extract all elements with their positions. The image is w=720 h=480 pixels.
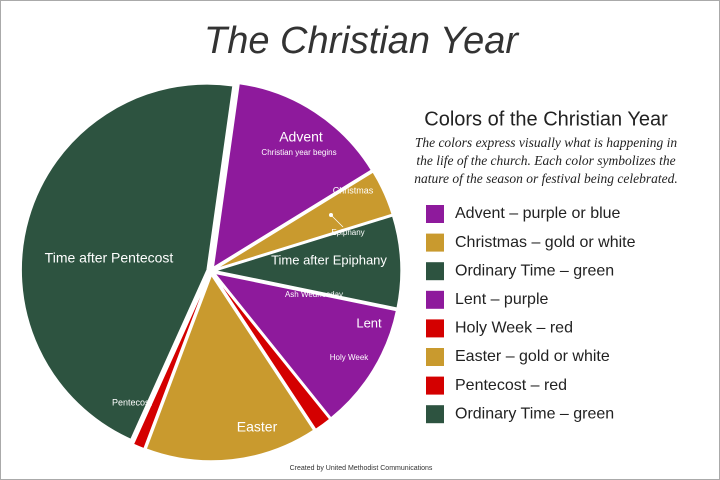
slice-label: Time after Pentecost <box>45 250 174 266</box>
legend-description: the life of the church. Each color symbo… <box>416 153 675 168</box>
slice-label: Advent <box>279 129 323 145</box>
legend-title: Colors of the Christian Year <box>424 108 668 130</box>
legend-swatch <box>426 319 444 338</box>
legend-swatch <box>426 290 444 309</box>
legend-label: Pentecost – red <box>455 377 567 394</box>
slice-label: Time after Epiphany <box>271 252 387 267</box>
legend-swatch <box>426 205 444 223</box>
annotation: Christian year begins <box>261 148 336 157</box>
pointer-dot <box>329 213 333 217</box>
pie-slice <box>212 273 331 431</box>
legend-swatch <box>426 376 444 395</box>
slice-label: Holy Week <box>330 353 370 362</box>
legend-swatch <box>426 262 444 281</box>
pie-slice <box>212 271 398 420</box>
legend-label: Christmas – gold or white <box>455 234 636 251</box>
legend-label: Ordinary Time – green <box>455 262 614 279</box>
pie-slice <box>132 274 211 450</box>
legend-label: Advent – purple or blue <box>455 205 621 222</box>
annotation: Ash Wednesday <box>285 290 343 299</box>
pointer <box>330 214 344 228</box>
legend-description: The colors express visually what is happ… <box>415 135 678 150</box>
legend-label: Holy Week – red <box>455 320 573 337</box>
legend-swatch <box>426 405 444 424</box>
slice-label: Easter <box>237 419 278 435</box>
pie-slice <box>145 273 315 462</box>
pie-slice <box>20 83 234 441</box>
legend-description: nature of the season or festival being c… <box>414 171 677 186</box>
chart-title: The Christian Year <box>204 20 519 62</box>
slice-label: Lent <box>356 315 382 330</box>
slice-label: Pentecost <box>112 397 153 407</box>
legend-label: Easter – gold or white <box>455 348 610 365</box>
legend-label: Ordinary Time – green <box>455 405 614 422</box>
pie-slice <box>212 82 373 270</box>
annotation: Epiphany <box>331 228 364 237</box>
pie-slice <box>214 214 402 310</box>
pie-slice <box>214 170 394 271</box>
slice-label: Christmas <box>333 185 374 195</box>
legend-swatch <box>426 233 444 252</box>
legend-swatch <box>426 348 444 366</box>
legend-label: Lent – purple <box>455 291 549 308</box>
footer: Created by United Methodist Communicatio… <box>290 465 433 472</box>
